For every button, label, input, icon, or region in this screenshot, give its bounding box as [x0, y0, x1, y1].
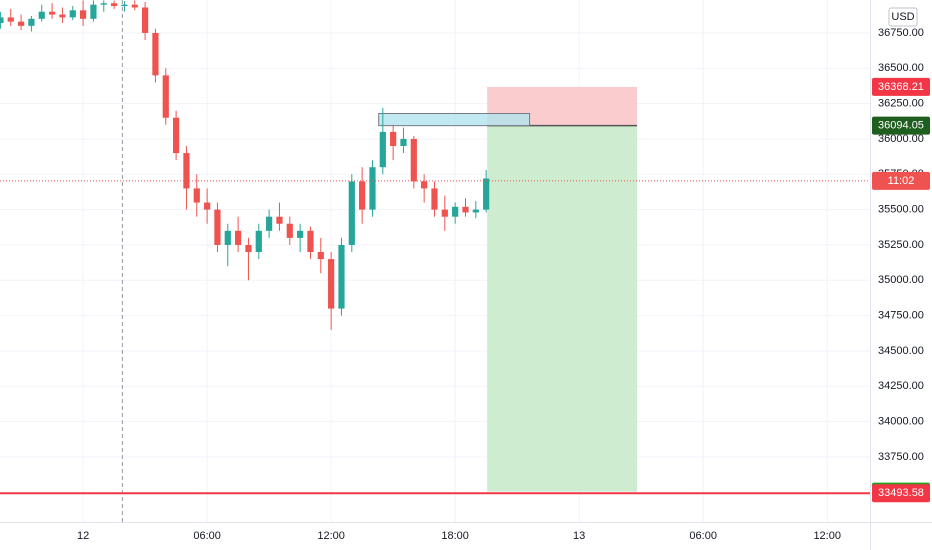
- y-tick-label: 36000.00: [878, 133, 924, 145]
- candle-body: [452, 206, 459, 217]
- price-label: 36094.05: [878, 120, 924, 132]
- currency-box[interactable]: [888, 7, 918, 27]
- y-tick-label: 34500.00: [878, 345, 924, 357]
- candle-body: [338, 244, 345, 309]
- candle-body: [214, 209, 221, 245]
- current-price-label: 11:02: [888, 175, 915, 187]
- candle-body: [286, 223, 293, 238]
- candle-body: [59, 14, 66, 18]
- candle-body: [431, 188, 438, 210]
- candle-body: [235, 230, 242, 245]
- y-tick-label: 36750.00: [878, 27, 924, 39]
- candle-body: [276, 216, 283, 224]
- candle-body: [369, 167, 376, 210]
- candle-body: [390, 131, 397, 147]
- candle-body: [204, 202, 211, 210]
- x-tick-label: 13: [573, 530, 585, 542]
- y-tick-label: 36250.00: [878, 98, 924, 110]
- candle-body: [328, 259, 335, 309]
- price-label: 36368.21: [878, 81, 924, 93]
- price-label-box: [872, 116, 930, 135]
- candle-body: [183, 153, 190, 189]
- candle-body: [297, 230, 304, 238]
- candle-body: [307, 230, 314, 253]
- price-label-box: [872, 484, 930, 503]
- candle-body: [121, 4, 128, 7]
- y-tick-label: 35250.00: [878, 239, 924, 251]
- candle-body: [0, 17, 4, 24]
- zone: [378, 113, 531, 127]
- candle-body: [17, 21, 25, 26]
- candle-body: [142, 7, 149, 33]
- candle-body: [7, 17, 14, 22]
- x-tick-label: 12: [77, 530, 89, 542]
- candle-body: [462, 206, 469, 213]
- x-tick-label: 18:00: [441, 530, 469, 542]
- candle-body: [131, 4, 138, 8]
- y-tick-label: 35500.00: [878, 204, 924, 216]
- candle-body: [483, 178, 490, 210]
- y-tick-label: 36500.00: [878, 62, 924, 74]
- candle-body: [38, 11, 45, 19]
- candle-body: [100, 3, 107, 5]
- x-tick-label: 06:00: [689, 530, 717, 542]
- price-label: 33493.58: [878, 487, 924, 499]
- candle-body: [410, 138, 417, 182]
- x-tick-label: 12:00: [317, 530, 345, 542]
- candle-body: [359, 181, 366, 210]
- candle-body: [79, 10, 87, 19]
- candle-body: [266, 216, 273, 231]
- candle-body: [441, 209, 448, 217]
- candle-body: [400, 138, 407, 147]
- current-price-label-box: [872, 171, 930, 190]
- y-tick-label: 34000.00: [878, 416, 924, 428]
- x-tick-label: 12:00: [813, 530, 841, 542]
- candle-body: [379, 131, 386, 168]
- y-tick-label: 34750.00: [878, 310, 924, 322]
- candle-body: [193, 188, 200, 203]
- candle-body: [48, 11, 56, 15]
- candle-body: [348, 181, 355, 245]
- price-label-box: [872, 77, 930, 96]
- x-tick-label: 06:00: [193, 530, 221, 542]
- currency: USD: [891, 11, 914, 23]
- candle-body: [245, 244, 252, 253]
- candle-body: [255, 230, 262, 253]
- target-zone: [487, 125, 638, 492]
- candle-body: [317, 252, 324, 260]
- y-tick-label: 33750.00: [878, 451, 924, 463]
- candle-body: [110, 3, 118, 7]
- candle-body: [162, 75, 169, 118]
- candle-body: [90, 4, 97, 19]
- candle-body: [28, 18, 35, 26]
- candle-body: [173, 117, 180, 154]
- candle-body: [224, 230, 231, 245]
- candle-body: [472, 209, 479, 213]
- candle-body: [69, 10, 76, 18]
- candle-body: [421, 181, 428, 189]
- y-tick-label: 35000.00: [878, 274, 924, 286]
- candle-body: [152, 32, 159, 76]
- y-tick-label: 34250.00: [878, 380, 924, 392]
